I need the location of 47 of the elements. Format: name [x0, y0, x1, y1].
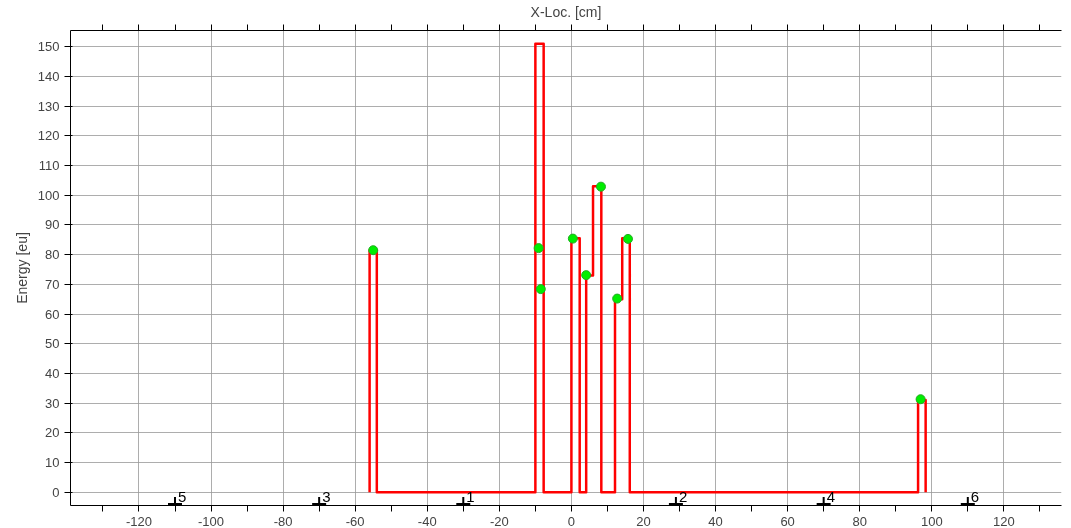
point — [622, 233, 633, 244]
x-axis-title: X-Loc. [cm] — [530, 3, 602, 20]
y-tick-label: 150 — [37, 39, 60, 55]
point — [915, 394, 926, 405]
x-tick-label: -40 — [417, 513, 437, 528]
y-tick-label: 40 — [45, 365, 60, 381]
point — [612, 293, 623, 304]
y-tick-label: 60 — [45, 306, 60, 322]
x-tick-label: 0 — [567, 513, 576, 528]
x-tick-label: 40 — [708, 513, 723, 528]
y-tick-label: 10 — [45, 454, 60, 470]
point — [533, 243, 544, 254]
annotation: 4 — [826, 488, 835, 506]
x-tick-label: -20 — [489, 513, 509, 528]
x-tick-label: 80 — [852, 513, 867, 528]
y-tick-label: 50 — [45, 336, 60, 352]
y-tick-label: 100 — [37, 187, 60, 203]
annotation: 3 — [322, 488, 331, 506]
x-tick-label: 20 — [636, 513, 651, 528]
y-tick-label: 80 — [45, 247, 60, 263]
x-tick-label: -100 — [198, 513, 225, 528]
y-axis-title: Energy [eu] — [13, 232, 30, 304]
y-tick-label: 110 — [38, 158, 60, 174]
point — [567, 233, 578, 244]
x-tick-label: -120 — [125, 513, 152, 528]
y-tick-label: 90 — [45, 217, 60, 233]
x-tick-label: 120 — [993, 513, 1015, 528]
annotation: 1 — [466, 488, 475, 506]
annotation: 2 — [678, 488, 688, 506]
x-tick-label: 60 — [780, 513, 795, 528]
point — [368, 245, 379, 256]
annotation: 5 — [178, 488, 187, 506]
y-tick-label: 130 — [37, 98, 60, 114]
y-tick-label: 120 — [37, 128, 60, 144]
point — [581, 270, 592, 281]
annotation: 6 — [970, 488, 980, 506]
point — [595, 181, 606, 192]
point — [535, 284, 546, 295]
y-tick-label: 70 — [45, 276, 60, 292]
y-tick-label: 30 — [45, 395, 60, 411]
y-tick-label: 140 — [37, 69, 60, 85]
line-series — [368, 42, 927, 494]
y-tick-label: 0 — [52, 484, 60, 500]
x-tick-label: -80 — [273, 513, 293, 528]
x-tick-label: -60 — [345, 513, 365, 528]
x-tick-label: 100 — [920, 513, 943, 528]
y-tick-label: 20 — [45, 425, 60, 441]
